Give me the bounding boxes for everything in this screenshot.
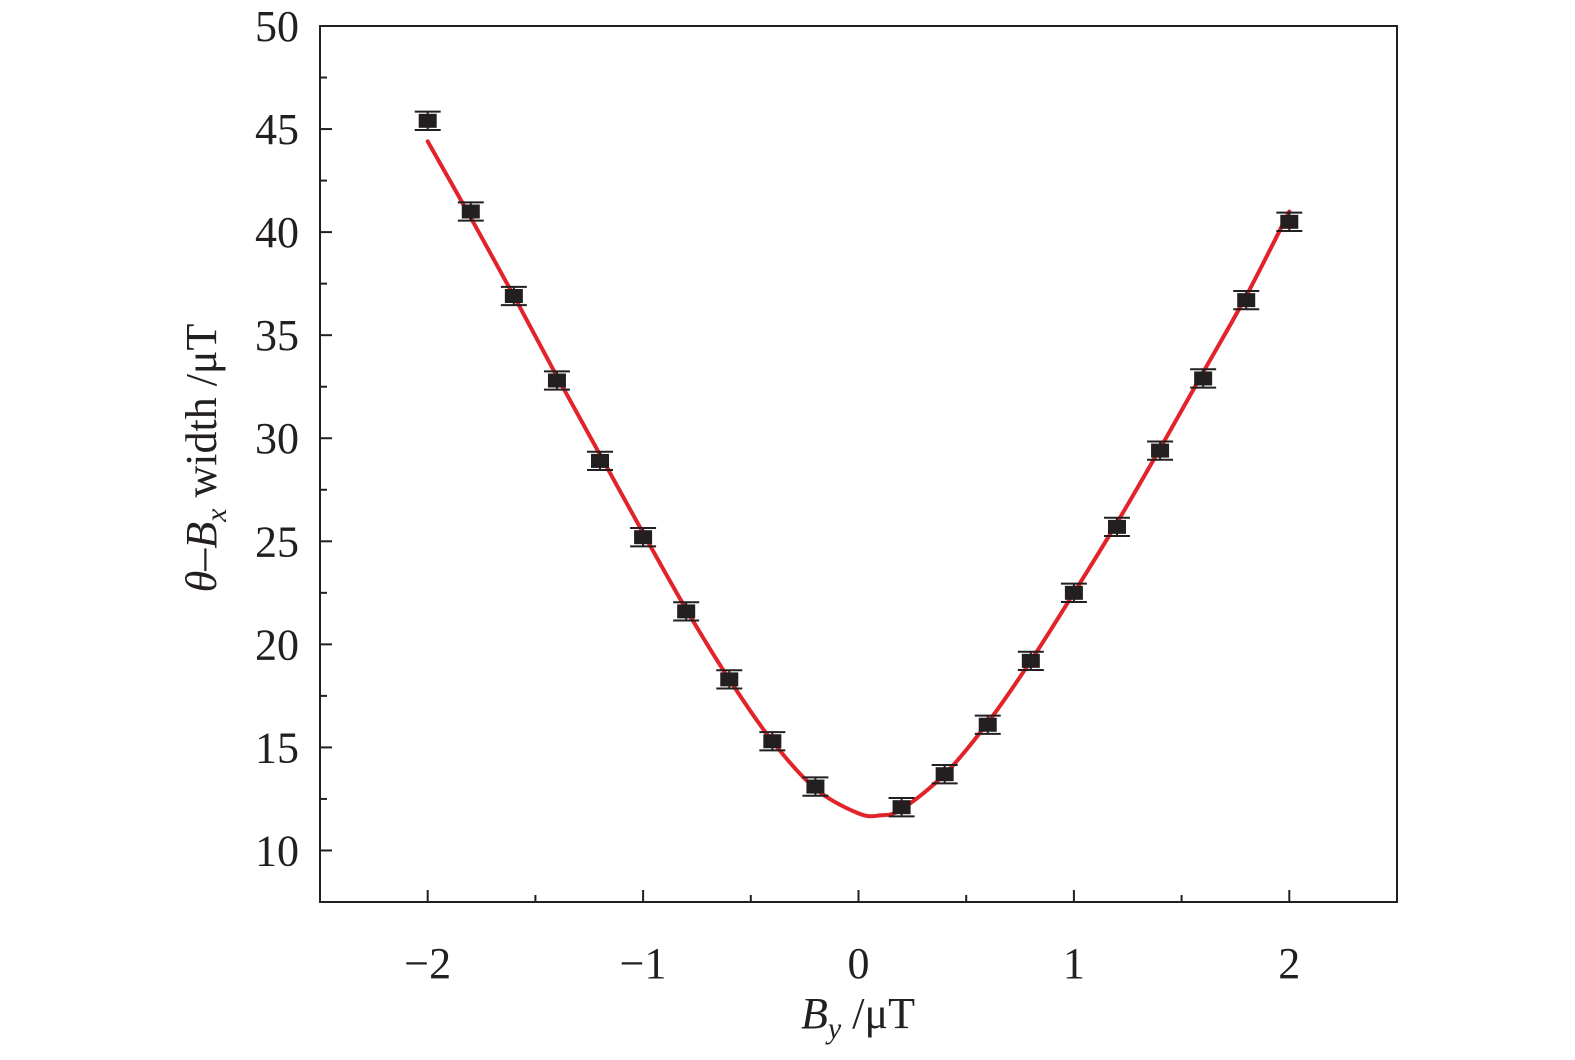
data-point	[716, 669, 743, 690]
x-axis-title: By /μT	[801, 989, 915, 1045]
y-axis-title: θ–Bx width /μT	[177, 324, 233, 593]
y-tick-label: 20	[255, 620, 299, 669]
y-tick-label: 25	[255, 517, 299, 566]
data-point-marker	[461, 204, 480, 219]
data-point-marker	[1151, 443, 1170, 458]
data-point	[1060, 582, 1087, 603]
data-point-marker	[763, 734, 782, 749]
data-point	[414, 110, 441, 131]
x-axis-title-symbol: B	[801, 989, 828, 1038]
data-point-marker	[634, 530, 653, 545]
data-point-marker	[720, 672, 739, 687]
data-point-marker	[547, 373, 566, 388]
x-tick-label: 0	[848, 939, 870, 988]
data-point-marker	[1237, 293, 1256, 308]
data-point-marker	[1107, 519, 1126, 534]
y-axis-title-symbol: θ	[177, 571, 226, 593]
data-point	[1233, 289, 1260, 311]
y-tick-label: 45	[255, 105, 299, 154]
x-tick-label: −1	[620, 939, 667, 988]
y-axis-title-dash: –	[177, 548, 226, 572]
data-point-marker	[1021, 653, 1040, 668]
data-point-marker	[1280, 214, 1299, 229]
x-axis: −2 −1 0 1 2	[319, 890, 1398, 988]
y-axis-title-unit: width /μT	[177, 324, 226, 509]
data-point-marker	[418, 113, 437, 128]
data-point	[802, 776, 829, 797]
x-tick-label: −2	[404, 939, 451, 988]
data-point	[630, 527, 657, 548]
y-tick-label: 10	[255, 826, 299, 875]
data-point	[457, 201, 484, 222]
y-axis-title-symbol2: B	[177, 522, 226, 549]
y-tick-label: 40	[255, 208, 299, 257]
data-point-marker	[504, 289, 523, 304]
data-point-marker	[978, 717, 997, 732]
data-point	[587, 450, 614, 472]
data-point-marker	[1194, 371, 1213, 386]
data-point	[500, 285, 527, 307]
y-tick-label: 35	[255, 311, 299, 360]
y-axis: 10 15 20 25 30 35 40 45 50	[255, 2, 332, 903]
data-point	[1103, 516, 1130, 538]
data-point-marker	[677, 604, 696, 619]
data-point	[759, 731, 786, 752]
data-point	[1147, 440, 1174, 461]
data-point-marker	[591, 453, 610, 468]
fit-curve	[425, 139, 1292, 819]
data-point	[1017, 650, 1044, 671]
data-point-marker	[892, 800, 911, 815]
data-point	[1276, 211, 1303, 232]
data-point-marker	[1064, 585, 1083, 600]
x-tick-label: 2	[1278, 939, 1300, 988]
data-points-layer	[414, 110, 1303, 818]
y-tick-label: 30	[255, 414, 299, 463]
data-point	[931, 764, 958, 785]
y-tick-label: 50	[255, 2, 299, 51]
data-point	[1190, 368, 1217, 389]
data-point	[974, 714, 1001, 735]
y-tick-label: 15	[255, 723, 299, 772]
x-axis-title-subscript: y	[825, 1012, 842, 1045]
x-axis-title-unit: /μT	[841, 989, 915, 1038]
data-point-marker	[806, 779, 825, 794]
data-point	[673, 601, 700, 622]
x-tick-label: 1	[1063, 939, 1085, 988]
data-point	[888, 797, 915, 818]
fit-curve-layer	[425, 139, 1292, 819]
data-point	[543, 370, 570, 391]
y-axis-title-subscript: x	[200, 508, 233, 523]
data-point-marker	[935, 767, 954, 782]
